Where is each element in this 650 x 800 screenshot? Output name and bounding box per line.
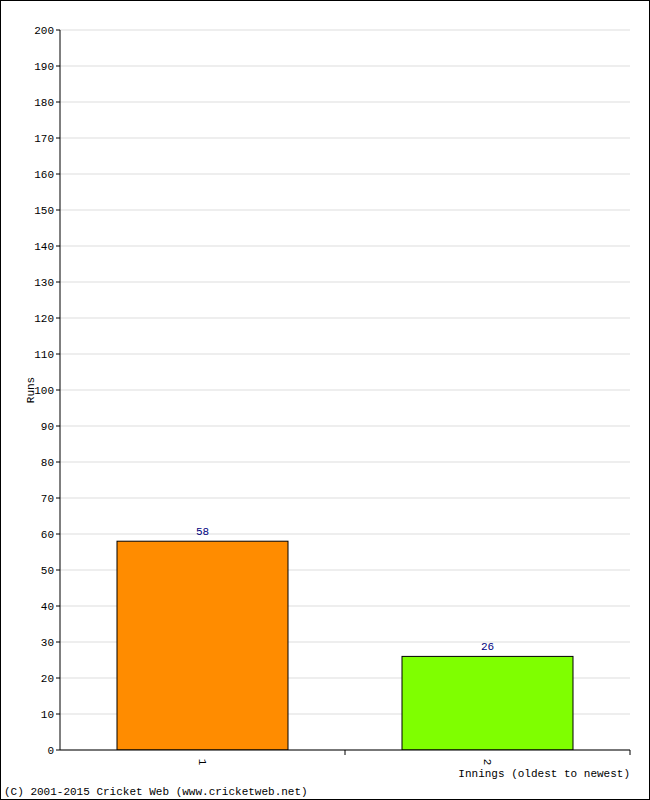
y-tick xyxy=(56,498,60,499)
grid-line xyxy=(60,138,630,139)
y-tick xyxy=(56,282,60,283)
grid-line xyxy=(60,534,630,535)
y-tick xyxy=(56,606,60,607)
grid-line xyxy=(60,246,630,247)
y-tick-label: 70 xyxy=(41,493,54,505)
grid-line xyxy=(60,210,630,211)
grid-line xyxy=(60,66,630,67)
y-tick-label: 40 xyxy=(41,601,54,613)
y-tick xyxy=(56,318,60,319)
y-tick-label: 170 xyxy=(34,133,54,145)
y-tick xyxy=(56,66,60,67)
y-tick-label: 30 xyxy=(41,637,54,649)
y-axis xyxy=(60,30,61,750)
grid-line xyxy=(60,390,630,391)
y-tick-label: 150 xyxy=(34,205,54,217)
x-tick-label: 1 xyxy=(196,759,208,766)
y-tick xyxy=(56,570,60,571)
y-tick-label: 130 xyxy=(34,277,54,289)
bar xyxy=(402,656,573,750)
y-tick xyxy=(56,30,60,31)
chart-svg: 0 10 20 30 40 50 60 70 80 90 100 110 120 130 140 150 160… xyxy=(0,0,650,800)
grid-line xyxy=(60,354,630,355)
y-tick xyxy=(56,714,60,715)
y-tick-label: 90 xyxy=(41,421,54,433)
grid-line xyxy=(60,318,630,319)
y-tick xyxy=(56,390,60,391)
data-label: 58 xyxy=(196,526,209,538)
x-band-tick xyxy=(345,750,346,755)
y-tick-label: 60 xyxy=(41,529,54,541)
y-tick xyxy=(56,678,60,679)
y-tick xyxy=(56,102,60,103)
y-tick xyxy=(56,354,60,355)
y-tick-label: 0 xyxy=(47,745,54,757)
y-tick-label: 10 xyxy=(41,709,54,721)
y-tick xyxy=(56,426,60,427)
y-tick-label: 80 xyxy=(41,457,54,469)
y-tick xyxy=(56,750,60,751)
grid-line xyxy=(60,102,630,103)
grid-line xyxy=(60,174,630,175)
y-tick xyxy=(56,462,60,463)
grid-line xyxy=(60,462,630,463)
grid-line xyxy=(60,30,630,31)
y-tick xyxy=(56,534,60,535)
data-label: 26 xyxy=(481,641,494,653)
y-tick-label: 20 xyxy=(41,673,54,685)
grid-line xyxy=(60,282,630,283)
y-tick-label: 140 xyxy=(34,241,54,253)
frame xyxy=(1,1,650,800)
bars xyxy=(117,541,573,750)
grid-line xyxy=(60,498,630,499)
x-tick-label: 2 xyxy=(481,759,493,766)
copyright: (C) 2001-2015 Cricket Web (www.cricketwe… xyxy=(4,786,308,798)
y-tick-label: 190 xyxy=(34,61,54,73)
x-band-tick xyxy=(630,750,631,755)
x-axis-title: Innings (oldest to newest) xyxy=(458,768,630,780)
y-tick-label: 120 xyxy=(34,313,54,325)
y-tick xyxy=(56,246,60,247)
y-tick-label: 200 xyxy=(34,25,54,37)
grid-line xyxy=(60,426,630,427)
y-tick-label: 180 xyxy=(34,97,54,109)
y-tick-label: 160 xyxy=(34,169,54,181)
y-tick xyxy=(56,138,60,139)
y-tick-label: 50 xyxy=(41,565,54,577)
y-tick xyxy=(56,642,60,643)
y-tick xyxy=(56,174,60,175)
y-axis-title: Runs xyxy=(25,377,37,403)
y-tick-label: 110 xyxy=(34,349,54,361)
y-tick-label: 100 xyxy=(34,385,54,397)
y-tick xyxy=(56,210,60,211)
bar xyxy=(117,541,288,750)
